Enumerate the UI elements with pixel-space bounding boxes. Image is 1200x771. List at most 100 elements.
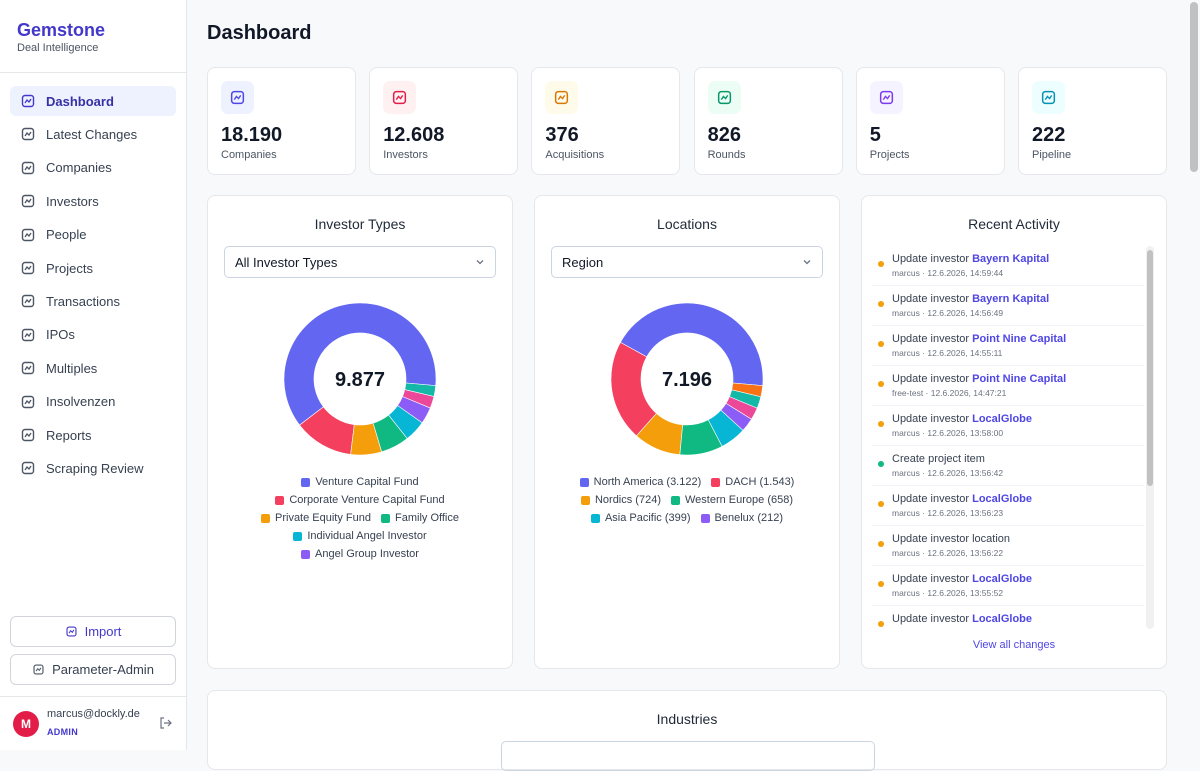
activity-action: Update investor: [892, 293, 970, 305]
stat-icon: [545, 81, 579, 114]
icon-shape: [33, 664, 44, 675]
icon-shape: [882, 94, 891, 101]
select[interactable]: Region: [551, 246, 823, 278]
nav-item[interactable]: Transactions: [10, 286, 176, 316]
view-all-link[interactable]: View all changes: [972, 639, 1056, 651]
nav-item[interactable]: Scraping Review: [10, 453, 176, 483]
legend-label: Private Equity Fund: [275, 512, 371, 524]
stat-icon: [221, 81, 254, 114]
icon-shape: [395, 94, 404, 101]
stat-value: 222: [1032, 124, 1066, 146]
legend-label: North America (3.122): [593, 476, 702, 488]
icon-shape: [233, 94, 242, 101]
icon: [21, 228, 35, 241]
icon-shape: [21, 395, 35, 408]
legend-swatch: [711, 477, 721, 487]
legend-item: Asia Pacific (399): [590, 512, 691, 524]
scrollbar-thumb: [1147, 250, 1153, 486]
nav-item[interactable]: Projects: [10, 253, 176, 283]
activity-entity[interactable]: Point Nine Capital: [972, 333, 1067, 345]
sidebar: Gemstone Deal Intelligence M marcus@dock…: [0, 0, 187, 750]
page-scrollbar: [1190, 2, 1198, 172]
stat-icon: [869, 81, 903, 114]
activity-text: Update investor Point Nine Capital: [892, 333, 1144, 345]
card-title: Investor Types: [314, 216, 406, 232]
legend-label: Benelux (212): [714, 512, 784, 524]
activity-entity[interactable]: LocalGlobe: [972, 413, 1033, 425]
legend-item: Nordics (724): [580, 494, 661, 506]
activity-entity[interactable]: Point Nine Capital: [972, 373, 1067, 385]
nav-item[interactable]: Insolvenzen: [10, 387, 176, 417]
activity-dot: [878, 541, 884, 547]
nav-item[interactable]: Investors: [10, 186, 176, 216]
nav-label: Reports: [46, 427, 92, 443]
icon: [879, 90, 893, 105]
nav-item[interactable]: Companies: [10, 153, 176, 183]
stat-card: 826 Rounds: [693, 67, 843, 175]
activity-entity[interactable]: LocalGlobe: [972, 493, 1033, 505]
donut-slice: [620, 302, 764, 386]
sidebar-button[interactable]: Import: [10, 616, 176, 647]
stat-card: 376 Acquisitions: [531, 67, 681, 175]
activity-entity[interactable]: LocalGlobe: [972, 613, 1033, 625]
legend-swatch: [301, 549, 311, 559]
activity-entity[interactable]: LocalGlobe: [972, 573, 1033, 585]
legend-swatch: [700, 513, 710, 523]
icon-shape: [21, 462, 35, 475]
stat-label: Companies: [221, 149, 277, 161]
select[interactable]: [501, 741, 875, 771]
activity-text: Update investor LocalGlobe: [892, 573, 1144, 585]
activity-action: Update investor: [892, 613, 970, 625]
nav-label: Scraping Review: [46, 460, 144, 476]
icon: [21, 128, 35, 141]
icon: [21, 462, 35, 475]
activity-meta: marcus · 12.6.2026, 13:56:22: [892, 548, 1004, 558]
activity-item: Update investor LocalGlobe: [872, 606, 1144, 629]
activity-text: Update investor LocalGlobe: [892, 413, 1144, 425]
legend-item: DACH (1.543): [711, 476, 794, 488]
icon-shape: [24, 466, 32, 471]
sidebar-button[interactable]: Parameter-Admin: [10, 654, 176, 685]
icon-shape: [21, 194, 35, 208]
nav-label: Transactions: [46, 293, 120, 309]
activity-item: Update investor location marcus · 12.6.20…: [872, 526, 1144, 566]
legend-item: Venture Capital Fund: [301, 476, 419, 488]
nav-label: Latest Changes: [46, 126, 138, 142]
nav-item[interactable]: Multiples: [10, 353, 176, 383]
activity-text: Update investor location: [892, 533, 1144, 545]
icon-shape: [879, 90, 893, 105]
select-value: Region: [562, 254, 604, 270]
activity-meta: marcus · 12.6.2026, 13:56:23: [892, 508, 1004, 518]
legend-swatch: [301, 477, 311, 487]
icon: [21, 361, 35, 375]
icon-shape: [66, 626, 77, 637]
icon: [21, 328, 35, 341]
donut-chart: 7.196: [610, 302, 764, 456]
icon: [21, 295, 35, 308]
nav-item[interactable]: People: [10, 220, 176, 250]
activity-entity[interactable]: Bayern Kapital: [972, 293, 1050, 305]
avatar: M: [13, 711, 39, 737]
activity-action: Update investor: [892, 573, 970, 585]
nav-item[interactable]: IPOs: [10, 320, 176, 350]
icon-shape: [24, 332, 32, 338]
activity-text: Update investor Bayern Kapital: [892, 253, 1144, 265]
activity-item: Update investor Point Nine Capital free-t…: [872, 366, 1144, 406]
nav-item[interactable]: Dashboard: [10, 86, 176, 116]
icon-shape: [1041, 90, 1056, 105]
stat-value: 376: [545, 124, 579, 146]
recent-activity-card: Recent Activity Update investor Bayern Ka…: [861, 195, 1167, 669]
icon-shape: [24, 132, 32, 137]
stat-icon: [1032, 81, 1065, 114]
nav-label: Insolvenzen: [46, 394, 116, 410]
select-value: All Investor Types: [235, 254, 338, 270]
stat-value: 18.190: [221, 124, 283, 146]
nav-label: People: [46, 227, 87, 243]
activity-text: Update investor Bayern Kapital: [892, 293, 1144, 305]
nav-item[interactable]: Latest Changes: [10, 119, 176, 149]
activity-entity[interactable]: Bayern Kapital: [972, 253, 1050, 265]
nav-item[interactable]: Reports: [10, 420, 176, 450]
select[interactable]: All Investor Types: [224, 246, 496, 278]
activity-meta: marcus · 12.6.2026, 14:56:49: [892, 308, 1004, 318]
logout-icon[interactable]: [159, 716, 173, 730]
